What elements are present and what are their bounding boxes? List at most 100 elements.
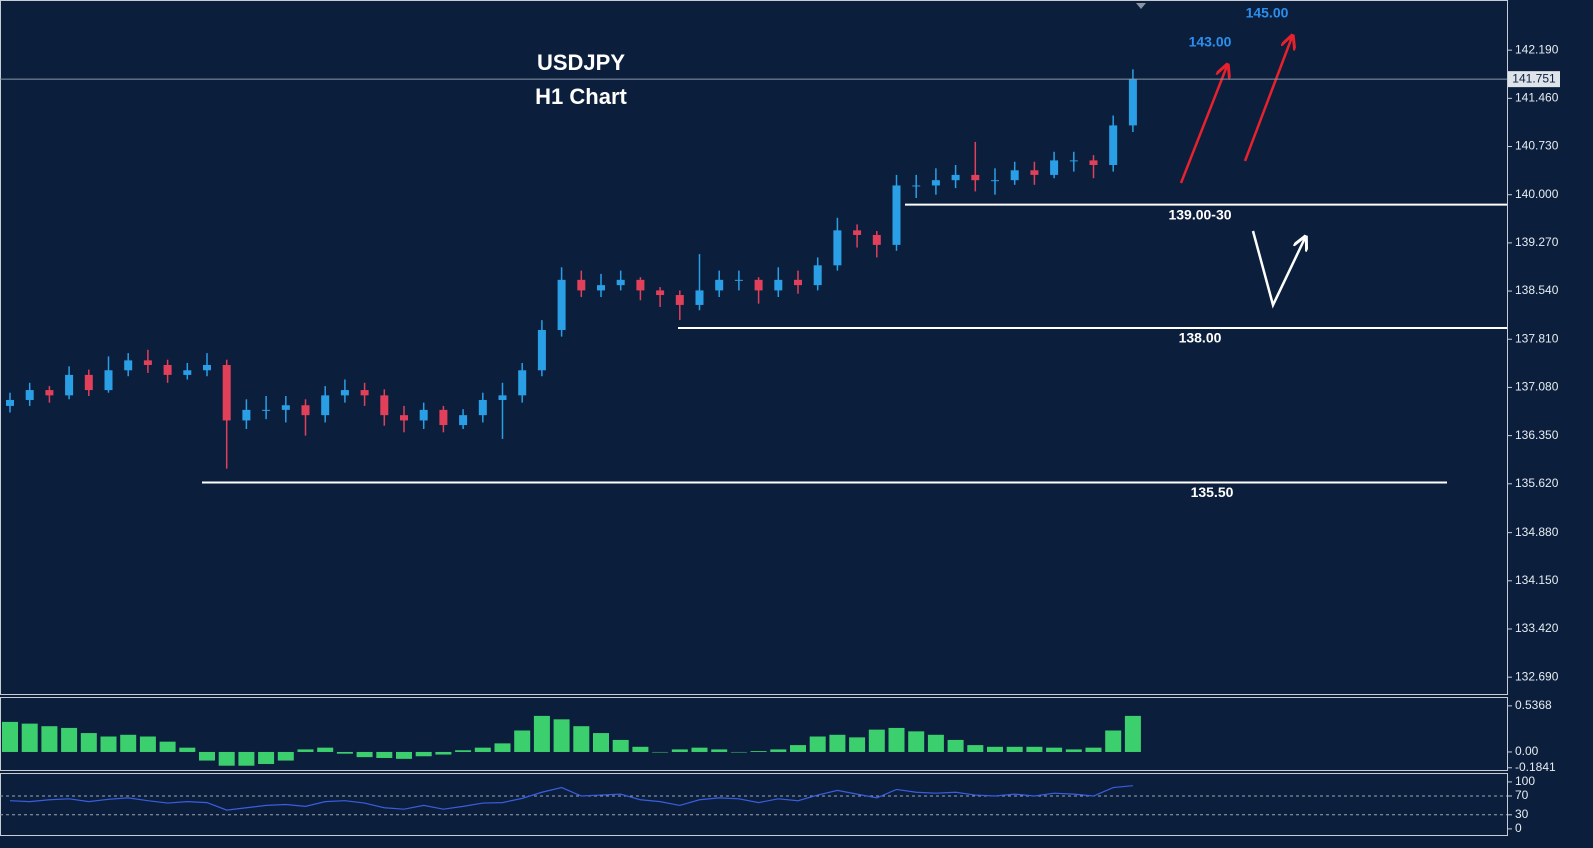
candle-body bbox=[695, 290, 704, 305]
candle-body bbox=[1069, 160, 1078, 162]
histogram-bar bbox=[553, 719, 570, 752]
histogram-bar bbox=[80, 733, 97, 752]
histogram-bar bbox=[927, 734, 944, 752]
candle-body bbox=[616, 279, 625, 286]
candle-body bbox=[991, 180, 999, 182]
candle-body bbox=[262, 409, 271, 411]
histogram-bar bbox=[100, 736, 117, 752]
level-label: 138.00 bbox=[1179, 330, 1222, 346]
histogram-bar bbox=[474, 747, 491, 752]
y-tick-label: 140.000 bbox=[1515, 187, 1559, 201]
histogram-bar bbox=[1105, 730, 1122, 752]
histogram-bar bbox=[967, 745, 984, 752]
histogram-bar bbox=[790, 745, 806, 752]
candle-body bbox=[754, 279, 763, 291]
candle-body bbox=[400, 415, 408, 421]
candle-body bbox=[419, 409, 428, 421]
histogram-bar bbox=[396, 751, 412, 759]
histogram-bar bbox=[691, 747, 708, 752]
candle-body bbox=[1030, 170, 1039, 175]
candle-body bbox=[1128, 79, 1137, 126]
histogram-bar bbox=[297, 749, 314, 752]
candle-body bbox=[833, 230, 842, 266]
candle-body bbox=[203, 364, 211, 371]
up-arrow bbox=[1243, 37, 1292, 162]
candle-body bbox=[1089, 160, 1098, 166]
rsi-line bbox=[9, 785, 1133, 811]
histogram-bar bbox=[671, 749, 688, 752]
histogram-bar bbox=[573, 726, 590, 752]
candle-body bbox=[380, 395, 389, 416]
histogram-bar bbox=[652, 751, 669, 753]
histogram-bar bbox=[829, 734, 846, 752]
histogram-bar bbox=[317, 747, 334, 752]
histogram-bar bbox=[533, 715, 550, 752]
histogram-bar bbox=[593, 733, 609, 752]
histogram-bar bbox=[1065, 749, 1082, 752]
histogram-bar bbox=[1006, 746, 1023, 752]
candle-body bbox=[1010, 170, 1019, 181]
histogram-bar bbox=[238, 751, 255, 766]
histogram-bar bbox=[1026, 746, 1043, 752]
y-tick-label: 141.460 bbox=[1515, 91, 1559, 105]
y-tick-label: 137.810 bbox=[1515, 331, 1559, 345]
candle-body bbox=[1109, 125, 1118, 166]
candle-body bbox=[301, 405, 310, 416]
candle-body bbox=[971, 174, 980, 181]
target-label: 143.00 bbox=[1189, 34, 1232, 50]
y-tick-label: 134.150 bbox=[1515, 573, 1559, 587]
y-tick-label: 133.420 bbox=[1515, 621, 1559, 635]
y-tick-label: 30 bbox=[1515, 807, 1529, 821]
candle-body bbox=[518, 370, 527, 396]
candle-body bbox=[577, 279, 586, 291]
histogram-bar bbox=[277, 751, 294, 761]
chart-subtitle: H1 Chart bbox=[535, 84, 627, 109]
histogram-bar bbox=[435, 751, 452, 755]
y-tick-label: 139.270 bbox=[1515, 235, 1559, 249]
target-label: 145.00 bbox=[1246, 5, 1289, 21]
y-tick-label: 137.080 bbox=[1515, 380, 1559, 394]
histogram-bar bbox=[494, 743, 511, 752]
candle-body bbox=[25, 390, 34, 400]
histogram-bar bbox=[888, 727, 905, 752]
histogram-bar bbox=[809, 736, 826, 752]
histogram-bar bbox=[61, 727, 78, 752]
histogram-bar bbox=[770, 749, 787, 752]
histogram-bar bbox=[908, 731, 925, 752]
candle-body bbox=[104, 370, 113, 391]
histogram-bar bbox=[868, 729, 885, 752]
candle-body bbox=[6, 399, 14, 406]
histogram-bar bbox=[1085, 747, 1102, 752]
histogram-bar bbox=[258, 751, 275, 764]
histogram-bar bbox=[730, 751, 747, 753]
histogram-bar bbox=[947, 739, 964, 752]
y-tick-label: 132.690 bbox=[1515, 669, 1559, 683]
candle-body bbox=[636, 279, 645, 291]
candle-body bbox=[656, 290, 665, 296]
histogram-bar bbox=[120, 734, 137, 752]
candle-body bbox=[892, 185, 901, 245]
candle-body bbox=[439, 409, 448, 426]
y-tick-label: 0 bbox=[1515, 821, 1522, 835]
main-frame bbox=[0, 0, 1508, 695]
histogram-bar bbox=[849, 737, 866, 752]
histogram-bar bbox=[21, 723, 38, 752]
candle-body bbox=[774, 279, 783, 291]
candle-body bbox=[183, 370, 192, 375]
histogram-bar bbox=[376, 751, 393, 758]
candle-body bbox=[360, 390, 369, 396]
histogram-bar bbox=[750, 751, 767, 752]
rsi-frame bbox=[0, 773, 1508, 836]
candle-body bbox=[124, 360, 133, 371]
histogram-bar bbox=[514, 730, 531, 752]
y-tick-label: 138.540 bbox=[1515, 283, 1559, 297]
histogram-bar bbox=[612, 739, 629, 752]
candle-body bbox=[853, 230, 862, 235]
candle-body bbox=[498, 395, 507, 400]
candle-body bbox=[813, 265, 822, 286]
up-arrow bbox=[1179, 66, 1227, 184]
candle-body bbox=[65, 374, 74, 396]
candle-body bbox=[872, 234, 881, 245]
histogram-bar bbox=[987, 746, 1003, 752]
